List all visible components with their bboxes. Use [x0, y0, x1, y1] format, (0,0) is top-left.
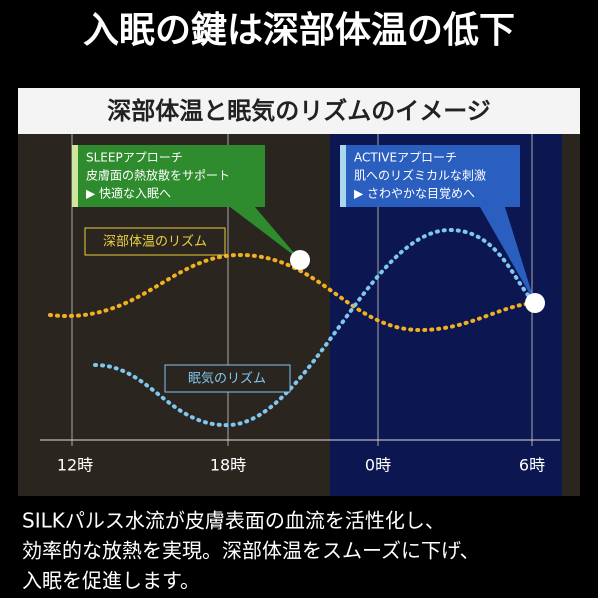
label-box — [84, 227, 226, 256]
body-text: SILKパルス水流が皮膚表面の血流を活性化し、 — [22, 509, 445, 533]
time-label: 12時 — [57, 456, 93, 475]
time-label: 18時 — [210, 456, 246, 475]
label-box — [164, 364, 291, 393]
callout-text: 肌へのリズミカルな刺激 — [354, 168, 486, 183]
callout-bar — [340, 145, 346, 207]
marker — [525, 293, 545, 313]
marker — [290, 250, 310, 270]
callout-sleep — [72, 145, 265, 207]
callout-text: 皮膚面の熱放散をサポート — [86, 168, 230, 183]
panel-title: 深部体温と眠気のリズムのイメージ — [107, 97, 491, 125]
temperature-curve — [48, 252, 537, 333]
sleepiness-curve — [93, 227, 537, 428]
body-text: 入眠を促進します。 — [22, 569, 200, 593]
time-label: 6時 — [519, 456, 545, 475]
time-label: 0時 — [365, 456, 391, 475]
curve-label: 眠気のリズム — [188, 371, 266, 387]
callout-text: SLEEPアプローチ — [86, 151, 183, 165]
callout-text: ▶ 快適な入眠へ — [86, 186, 171, 201]
panel-header — [18, 88, 580, 134]
body-text: 効率的な放熱を実現。深部体温をスムーズに下げ、 — [22, 539, 480, 563]
callout-text: ACTIVEアプローチ — [354, 151, 457, 165]
callout-bar — [72, 145, 78, 207]
callout-text: ▶ さわやかな目覚めへ — [354, 187, 475, 201]
curve-label: 深部体温のリズム — [103, 234, 207, 250]
callout-pointer — [230, 207, 300, 260]
callout-pointer — [480, 207, 535, 303]
callout-active — [340, 145, 520, 207]
title: 入眠の鍵は深部体温の低下 — [83, 9, 515, 51]
